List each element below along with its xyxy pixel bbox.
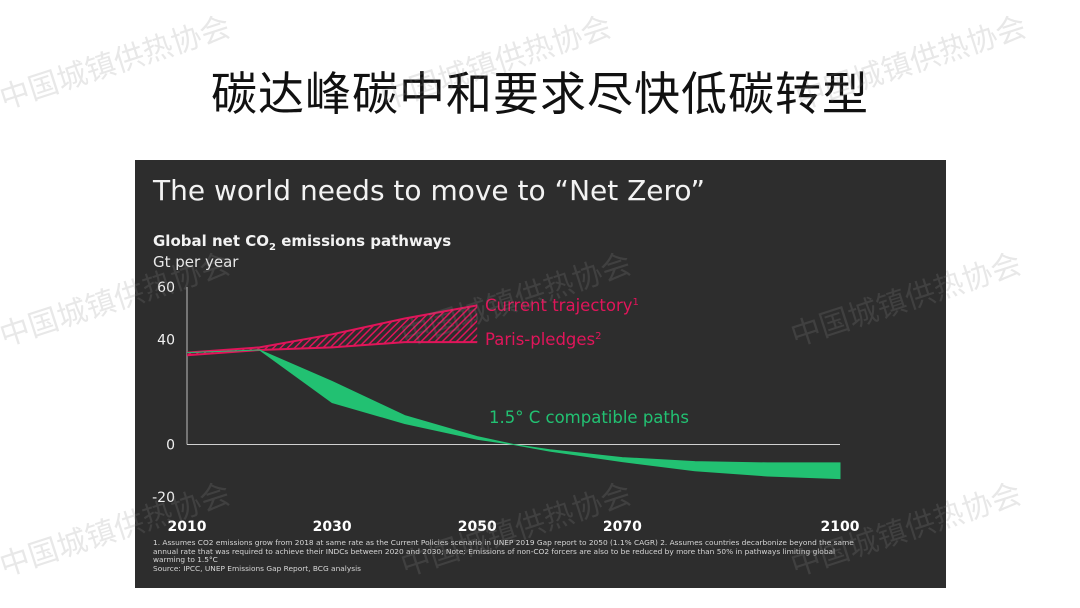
compatible-paths-label: 1.5° C compatible paths — [489, 408, 689, 427]
chart-unit-label: Gt per year — [153, 253, 239, 271]
chart-panel: 60 40 0 -20 2010 2030 2050 2070 2100 Current traj… — [135, 160, 946, 588]
x-tick-label: 2100 — [821, 519, 860, 535]
x-tick-label: 2030 — [313, 519, 352, 535]
y-tick-label: -20 — [152, 490, 175, 506]
x-tick-label: 2010 — [168, 519, 207, 535]
current-trajectory-label: Current trajectory1 — [485, 296, 639, 315]
compatible-paths-band — [186, 349, 841, 480]
chart-footnote: 1. Assumes CO2 emissions grow from 2018 … — [153, 538, 933, 573]
footnote-line: 1. Assumes CO2 emissions grow from 2018 … — [153, 538, 854, 547]
paris-pledges-label: Paris-pledges2 — [485, 330, 602, 349]
slide-title: 碳达峰碳中和要求尽快低碳转型 — [211, 67, 869, 121]
y-tick-label: 0 — [166, 438, 175, 454]
y-tick-label: 60 — [157, 280, 175, 296]
emissions-chart: 60 40 0 -20 2010 2030 2050 2070 2100 Current traj… — [152, 280, 860, 535]
x-tick-label: 2070 — [603, 519, 642, 535]
footnote-line: annual rate that was required to achieve… — [153, 546, 836, 556]
panel-heading: The world needs to move to “Net Zero” — [153, 174, 706, 207]
footnote-line: warming to 1.5°C — [153, 555, 218, 565]
paris-pledges-line — [186, 341, 478, 357]
chart-title: Global net CO2 emissions pathways — [153, 232, 452, 253]
x-tick-label: 2050 — [458, 519, 497, 535]
current-trajectory-line — [186, 304, 478, 354]
current-trajectory-area — [187, 305, 478, 356]
y-tick-label: 40 — [157, 333, 175, 349]
footnote-line: Source: IPCC, UNEP Emissions Gap Report,… — [153, 563, 361, 573]
